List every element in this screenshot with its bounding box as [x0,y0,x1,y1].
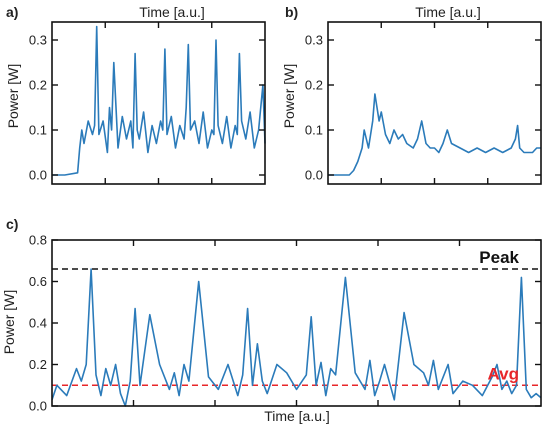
panel-a-ylabel: Power [W] [5,64,21,129]
panel-b-ytick-label: 0.3 [305,33,323,48]
panel-c-ytick-label: 0.4 [29,316,47,331]
panel-a: a) Time [a.u.] Power [W] 0.0 0.1 0.2 0.3 [5,4,266,185]
panel-a-ytick-label: 0.0 [29,168,47,183]
panel-c-ylabel: Power [W] [1,290,17,355]
panel-c-xlabel: Time [a.u.] [264,408,330,424]
panel-c-ytick-label: 0.2 [29,357,47,372]
panel-b-ytick-label: 0.2 [305,78,323,93]
panel-a-label: a) [6,4,18,20]
panel-c: c) Time [a.u.] Power [W] Peak Avg 0.0 0.2 0.… [1,216,542,424]
panel-a-series-line [52,25,266,176]
panel-b-ytick-label: 0.0 [305,168,323,183]
panel-b: b) Time [a.u.] Power [W] 0.0 0.1 0.2 0.3 [281,4,542,185]
panel-b-series-line [328,93,541,176]
panel-c-refline-label-peak: Peak [479,248,519,267]
panel-a-ytick-label: 0.1 [29,123,47,138]
panel-c-ytick-label: 0.8 [29,233,47,248]
panel-a-ytick-label: 0.3 [29,33,47,48]
panel-a-axes-frame [51,21,266,185]
panel-c-axes-frame [51,239,542,407]
panel-b-label: b) [285,4,298,20]
panel-b-ytick-label: 0.1 [305,123,323,138]
panel-b-ylabel: Power [W] [281,64,297,129]
panel-c-ytick-label: 0.0 [29,399,47,414]
panel-a-ytick-label: 0.2 [29,78,47,93]
panel-c-ytick-label: 0.6 [29,274,47,289]
panel-c-series-line [51,268,542,407]
panel-b-axes-frame [327,21,542,185]
panel-c-refline-label-avg: Avg [488,364,520,383]
panel-a-title: Time [a.u.] [139,4,205,20]
panel-b-title: Time [a.u.] [415,4,481,20]
panel-c-label: c) [6,216,18,232]
